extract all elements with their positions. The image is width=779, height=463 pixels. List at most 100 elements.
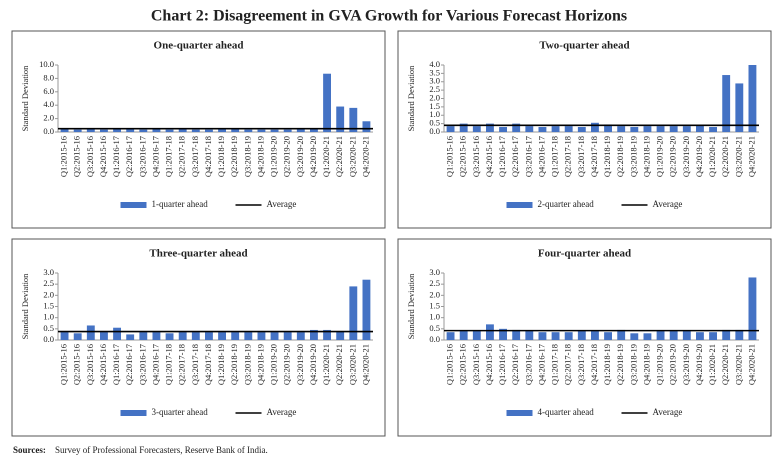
legend-label: 2-quarter ahead: [538, 199, 595, 209]
legend-swatch: [120, 202, 147, 208]
x-tick-label: Q1:2018-19: [216, 136, 226, 177]
y-tick-label: 2.0: [43, 289, 54, 299]
y-tick-label: 0.5: [429, 323, 440, 333]
y-tick-label: 2.5: [429, 84, 440, 94]
x-tick-label: Q3:2015-16: [471, 344, 481, 385]
bar: [270, 129, 279, 132]
y-tick-label: 2.0: [429, 92, 440, 102]
sources-label: Sources:: [13, 445, 46, 455]
bar: [349, 107, 358, 132]
x-tick-label: Q2:2017-18: [563, 136, 573, 177]
x-tick-label: Q1:2015-16: [59, 344, 69, 385]
x-tick-label: Q4:2015-16: [484, 136, 494, 177]
legend-label: 4-quarter ahead: [538, 407, 595, 417]
x-tick-label: Q2:2015-16: [72, 136, 82, 177]
bar: [60, 332, 69, 340]
x-tick-label: Q1:2019-20: [655, 344, 665, 385]
bar: [525, 126, 534, 132]
bar: [709, 126, 717, 132]
x-tick-label: Q4:2020-21: [746, 344, 756, 385]
bar: [656, 126, 665, 132]
y-tick-label: 10.0: [39, 59, 54, 69]
y-tick-label: 1.0: [429, 109, 440, 119]
x-tick-label: Q2:2016-17: [124, 344, 134, 385]
x-tick-label: Q4:2020-21: [746, 136, 756, 177]
panel-title: Three-quarter ahead: [149, 248, 247, 260]
bar: [205, 129, 213, 132]
y-tick-label: 0.5: [429, 118, 440, 128]
x-tick-label: Q2:2020-21: [720, 136, 730, 177]
bar: [669, 126, 678, 132]
bar: [296, 129, 305, 132]
x-tick-label: Q1:2015-16: [445, 344, 455, 385]
bar: [283, 332, 292, 340]
bar: [512, 123, 521, 132]
x-tick-label: Q4:2016-17: [150, 344, 160, 385]
bar: [257, 332, 266, 340]
bar: [126, 128, 135, 132]
legend-label: Average: [267, 199, 297, 209]
x-tick-label: Q2:2017-18: [177, 344, 187, 385]
panel: Four-quarter ahead Standard Deviation 0.00…: [397, 238, 772, 437]
y-tick-label: 0.5: [43, 323, 54, 333]
x-tick-label: Q1:2017-18: [550, 344, 560, 385]
y-tick-label: 1.5: [429, 101, 440, 111]
bar: [722, 75, 731, 132]
bar: [165, 129, 174, 132]
bar: [218, 129, 226, 132]
bar: [748, 65, 757, 132]
bar: [257, 129, 266, 132]
legend-label: 1-quarter ahead: [152, 199, 209, 209]
bar: [73, 129, 82, 132]
legend-swatch: [120, 410, 147, 416]
x-tick-label: Q4:2018-19: [641, 344, 651, 385]
panel: Three-quarter ahead Standard Deviation 0.0…: [11, 238, 386, 437]
bar: [538, 332, 547, 340]
x-tick-label: Q3:2015-16: [85, 136, 95, 177]
x-tick-label: Q4:2019-20: [308, 344, 318, 385]
bar: [617, 329, 626, 340]
bar: [564, 332, 573, 340]
x-tick-label: Q4:2017-18: [589, 344, 599, 385]
x-tick-label: Q2:2017-18: [177, 136, 187, 177]
panel: One-quarter ahead Standard Deviation 0.0 2.…: [11, 30, 386, 229]
legend-label: Average: [653, 199, 683, 209]
bar: [748, 277, 757, 340]
x-tick-label: Q4:2016-17: [536, 344, 546, 385]
x-tick-label: Q4:2020-21: [360, 136, 370, 177]
x-tick-label: Q2:2018-19: [615, 136, 625, 177]
y-tick-label: 1.0: [429, 312, 440, 322]
legend-label: Average: [653, 407, 683, 417]
bar: [362, 121, 371, 132]
bar: [244, 332, 253, 340]
bar: [139, 129, 148, 132]
x-tick-label: Q3:2017-18: [576, 136, 586, 177]
bar: [244, 129, 253, 132]
bar: [178, 129, 187, 132]
x-tick-label: Q4:2018-19: [641, 136, 651, 177]
bar: [564, 126, 573, 132]
bar: [669, 331, 678, 340]
x-tick-label: Q2:2017-18: [563, 344, 573, 385]
y-tick-label: 0.0: [43, 334, 54, 344]
bar: [310, 329, 318, 340]
x-tick-label: Q1:2017-18: [164, 344, 174, 385]
x-tick-label: Q2:2020-21: [334, 136, 344, 177]
bar: [735, 329, 744, 340]
bar: [446, 126, 455, 132]
bar: [499, 328, 507, 340]
x-tick-label: Q4:2020-21: [360, 344, 370, 385]
x-tick-label: Q4:2018-19: [255, 136, 265, 177]
bar: [577, 331, 586, 340]
x-tick-label: Q2:2016-17: [510, 136, 520, 177]
bar: [472, 126, 481, 132]
x-tick-label: Q3:2016-17: [137, 136, 147, 177]
legend-swatch: [506, 410, 533, 416]
bar: [126, 334, 135, 340]
panel-frame: [11, 30, 386, 229]
bar: [191, 129, 200, 132]
bar: [86, 325, 95, 340]
x-tick-label: Q3:2018-19: [628, 136, 638, 177]
x-tick-label: Q4:2019-20: [308, 136, 318, 177]
y-tick-label: 2.5: [43, 278, 54, 288]
